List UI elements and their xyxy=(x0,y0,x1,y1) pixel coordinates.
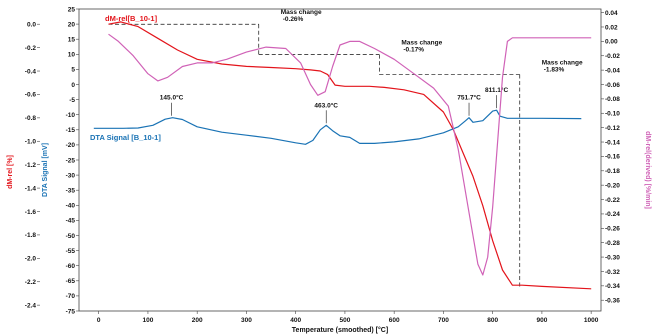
y-tick-label-dta: -20 xyxy=(66,142,76,149)
y-tick-label-dm-rel-derived: -0.06 xyxy=(605,82,620,89)
y-tick-label-dm-rel: -1.8 xyxy=(25,232,37,239)
y-tick-label-dm-rel: -0.2 xyxy=(25,45,37,52)
y-tick-label-dta: -60 xyxy=(66,263,76,270)
y-tick-label-dm-rel: 0.0 xyxy=(27,22,36,29)
y-tick-label-dm-rel-derived: -0.24 xyxy=(605,211,620,218)
x-axis-label: Temperature (smoothed) [°C] xyxy=(292,326,388,334)
mass-change-value: -0.17% xyxy=(403,47,424,54)
series-label-dta: DTA Signal [B_10-1] xyxy=(90,133,161,142)
y-tick-label-dm-rel-derived: -0.34 xyxy=(605,283,620,290)
y-tick-label-dm-rel: -1.2 xyxy=(25,162,37,169)
y-tick-label-dm-rel-derived: 0.00 xyxy=(605,39,618,46)
y-tick-label-dta: 15 xyxy=(68,37,76,44)
x-tick-label: 600 xyxy=(389,317,400,324)
x-tick-label: 200 xyxy=(192,317,203,324)
y-tick-label-dm-rel-derived: -0.36 xyxy=(605,298,620,305)
y-tick-label-dta: -50 xyxy=(66,233,76,240)
y-tick-label-dta: -30 xyxy=(66,172,76,179)
y-tick-label-dm-rel-derived: -0.12 xyxy=(605,125,620,132)
y-tick-label-dm-rel-derived: -0.02 xyxy=(605,53,620,60)
x-tick-label: 100 xyxy=(143,317,154,324)
peak-label: 811.1°C xyxy=(485,86,509,94)
x-tick-label: 800 xyxy=(487,317,498,324)
series-line-dta xyxy=(93,109,582,145)
y-tick-label-dm-rel: -2.4 xyxy=(25,302,37,309)
x-tick-label: 300 xyxy=(241,317,252,324)
plot-frame xyxy=(78,8,602,312)
peak-label: 145.0°C xyxy=(160,94,184,102)
y-tick-label-dta: -70 xyxy=(66,293,76,300)
y-tick-label-dm-rel: -1.0 xyxy=(25,139,37,146)
y-tick-label-dm-rel: -0.6 xyxy=(25,92,37,99)
x-tick-label: 500 xyxy=(339,317,350,324)
y-tick-label-dta: 5 xyxy=(71,67,75,74)
y-tick-label-dta: -65 xyxy=(66,278,76,285)
mass-change-guides: Mass change-0.26%Mass change-0.17%Mass c… xyxy=(108,9,583,289)
y-tick-label-dta: -45 xyxy=(66,218,76,225)
y-tick-label-dm-rel: -2.2 xyxy=(25,279,37,286)
x-tick-label: 400 xyxy=(290,317,301,324)
y-tick-label-dta: -40 xyxy=(66,203,76,210)
y-axis-label-dm-rel: dM-rel [%] xyxy=(7,155,14,189)
y-axis-label-dm-rel-derived: dM-rel(derived) [%/min] xyxy=(644,131,651,209)
y-tick-label-dta: -25 xyxy=(66,157,76,164)
x-tick-label: 700 xyxy=(438,317,449,324)
axes: 0 100 200 300 400 500 600 700 800 900 10000.0-0.2-… xyxy=(25,6,620,324)
x-tick-label: 0 xyxy=(97,317,101,324)
y-tick-label-dta: 25 xyxy=(68,6,76,13)
mass-change-value: -1.83% xyxy=(544,67,565,74)
mass-change-value: -0.26% xyxy=(283,16,304,23)
mass-change-title: Mass change xyxy=(281,9,322,16)
y-tick-label-dm-rel-derived: -0.18 xyxy=(605,168,620,175)
y-tick-label-dm-rel: -0.8 xyxy=(25,115,37,122)
peak-label: 463.0°C xyxy=(314,101,338,109)
data-series xyxy=(93,21,592,290)
y-tick-label-dta: 0 xyxy=(71,82,75,89)
y-tick-label-dm-rel-derived: 0.04 xyxy=(605,10,618,17)
y-tick-label-dm-rel-derived: -0.14 xyxy=(605,139,620,146)
y-tick-label-dm-rel: -2.0 xyxy=(25,256,37,263)
y-tick-label-dm-rel-derived: -0.28 xyxy=(605,240,620,247)
y-tick-label-dm-rel-derived: -0.30 xyxy=(605,254,620,261)
y-tick-label-dm-rel-derived: -0.26 xyxy=(605,226,620,233)
y-tick-label-dta: -55 xyxy=(66,248,76,255)
peak-label: 751.7°C xyxy=(457,94,481,102)
y-tick-label-dm-rel-derived: 0.02 xyxy=(605,24,618,31)
y-tick-label-dta: -35 xyxy=(66,188,76,195)
mass-change-title: Mass change xyxy=(401,40,442,47)
y-tick-label-dta: -75 xyxy=(66,308,76,315)
y-tick-label-dm-rel: -0.4 xyxy=(25,68,37,75)
y-tick-label-dm-rel-derived: -0.04 xyxy=(605,67,620,74)
y-tick-label-dm-rel: -1.4 xyxy=(25,185,37,192)
y-tick-label-dta: 10 xyxy=(68,52,76,59)
y-tick-label-dm-rel: -1.6 xyxy=(25,209,37,216)
mass-change-title: Mass change xyxy=(542,60,583,67)
series-line-dm-rel xyxy=(108,21,592,290)
x-tick-label: 1000 xyxy=(584,317,599,324)
y-tick-label-dta: 20 xyxy=(68,21,76,28)
y-tick-label-dta: -5 xyxy=(69,97,75,104)
y-tick-label-dm-rel-derived: -0.16 xyxy=(605,154,620,161)
y-tick-label-dm-rel-derived: -0.10 xyxy=(605,111,620,118)
x-tick-label: 900 xyxy=(536,317,547,324)
series-line-dm-rel-derived xyxy=(108,33,592,276)
y-tick-label-dta: -10 xyxy=(66,112,76,119)
y-tick-label-dm-rel-derived: -0.22 xyxy=(605,197,620,204)
y-axis-label-dta: DTA Signal [mV] xyxy=(42,143,49,197)
y-tick-label-dta: -15 xyxy=(66,127,76,134)
chart-labels: dM-rel[B_10-1] DTA Signal [B_10-1] Tempe… xyxy=(7,14,651,334)
y-tick-label-dm-rel-derived: -0.32 xyxy=(605,269,620,276)
y-tick-label-dm-rel-derived: -0.08 xyxy=(605,96,620,103)
series-label-dm-rel: dM-rel[B_10-1] xyxy=(105,14,158,23)
y-tick-label-dm-rel-derived: -0.20 xyxy=(605,182,620,189)
